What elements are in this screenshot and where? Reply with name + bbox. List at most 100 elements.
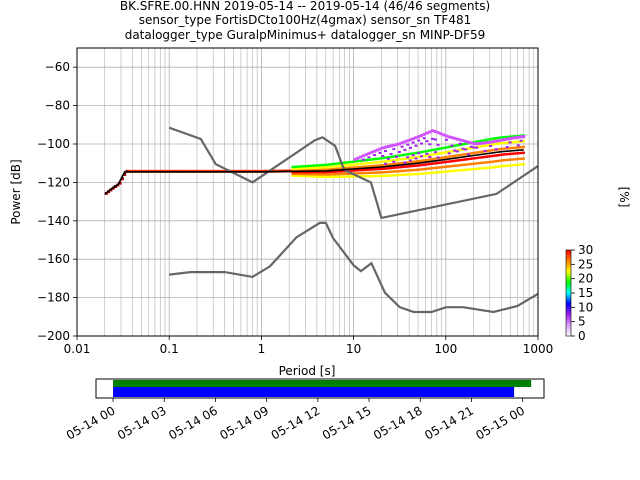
histogram-cell (323, 163, 327, 167)
histogram-cell (429, 167, 433, 170)
histogram-cell (475, 156, 479, 160)
histogram-cell (390, 159, 394, 162)
histogram-cell (409, 152, 413, 156)
histogram-cell (501, 141, 505, 145)
histogram-cell (372, 171, 376, 174)
histogram-cell (468, 147, 472, 150)
histogram-cell (468, 152, 472, 155)
histogram-cell (358, 165, 362, 169)
histogram-cell (392, 148, 396, 151)
histogram-cell (512, 140, 516, 144)
histogram-cell (427, 167, 431, 170)
histogram-cell (302, 171, 306, 174)
histogram-cell (300, 171, 304, 174)
histogram-cell (365, 158, 369, 162)
histogram-cell (404, 169, 408, 172)
histogram-cell (491, 160, 495, 163)
histogram-cell (458, 138, 462, 142)
histogram-cell (332, 173, 336, 176)
y-tick-label: −200 (37, 329, 70, 343)
histogram-cell (494, 154, 498, 157)
histogram-cell (300, 167, 304, 170)
histogram-cell (335, 170, 339, 173)
y-tick-label: −100 (37, 137, 70, 151)
histogram-cell (389, 144, 393, 148)
histogram-cell (328, 163, 332, 166)
histogram-cell (478, 150, 482, 154)
histogram-cell (496, 159, 500, 163)
histogram-cell (464, 168, 468, 172)
y-tick-label: −140 (37, 214, 70, 228)
y-tick-label: −80 (45, 99, 70, 113)
histogram-cell (351, 166, 355, 169)
histogram-cell (390, 166, 394, 170)
histogram-cell (514, 136, 518, 140)
histogram-cell (427, 153, 431, 157)
histogram-cell (521, 145, 525, 149)
histogram-cell (385, 174, 389, 177)
histogram-cell (316, 166, 320, 169)
histogram-cell (411, 173, 415, 176)
histogram-cell (515, 163, 519, 167)
histogram-cell (406, 165, 410, 168)
histogram-cell (516, 144, 520, 147)
histogram-cell (519, 163, 523, 166)
histogram-cell (319, 166, 323, 169)
histogram-cell (406, 153, 410, 156)
histogram-cell (298, 171, 302, 174)
histogram-cell (462, 168, 466, 172)
histogram-cell (419, 142, 423, 145)
noise-models (168, 126, 539, 314)
histogram-cell (346, 175, 350, 178)
histogram-cell (432, 157, 436, 161)
histogram-cell (415, 160, 419, 163)
histogram-cell (381, 174, 385, 178)
histogram-cell (411, 152, 415, 155)
colorbar-tick-label: 30 (578, 243, 593, 257)
histogram-cell (466, 157, 470, 161)
histogram-cell (464, 148, 468, 151)
histogram-cell (462, 163, 466, 167)
histogram-cell (406, 173, 410, 176)
histogram-cell (418, 168, 422, 171)
histogram-cell (450, 144, 454, 147)
histogram-cell (375, 148, 379, 152)
histogram-cell (358, 172, 362, 175)
histogram-cell (342, 175, 346, 178)
histogram-cell (296, 167, 300, 170)
histogram-cell (339, 170, 343, 173)
histogram-cell (406, 143, 410, 146)
histogram-cell (337, 167, 341, 170)
histogram-cell (293, 172, 297, 176)
histogram-cell (312, 168, 316, 172)
histogram-cell (403, 148, 407, 151)
coverage-tick-label: 05-15 00 (473, 403, 527, 442)
histogram-cell (429, 149, 433, 152)
histogram-cell (466, 168, 470, 171)
histogram-cell (326, 173, 330, 176)
coverage-bar-psd (113, 387, 515, 397)
histogram-cell (441, 165, 445, 169)
histogram-cell (361, 158, 365, 161)
histogram-cell (505, 141, 509, 144)
histogram-cell (349, 169, 353, 172)
histogram-cell (321, 175, 325, 179)
histogram-cell (489, 160, 493, 164)
histogram-cell (337, 162, 341, 165)
histogram-cell (330, 170, 334, 174)
histogram-cell (383, 170, 387, 174)
histogram-cell (517, 140, 521, 143)
histogram-cell (381, 156, 385, 160)
histogram-cell (508, 147, 512, 150)
histogram-cell (298, 172, 302, 176)
histogram-cell (411, 154, 415, 157)
histogram-cell (296, 172, 300, 176)
histogram-cell (356, 156, 360, 160)
histogram-cell (415, 168, 419, 171)
histogram-cell (384, 145, 388, 149)
histogram-cell (372, 164, 376, 168)
histogram-cell (339, 167, 343, 170)
colorbar-tick-label: 15 (578, 286, 593, 300)
